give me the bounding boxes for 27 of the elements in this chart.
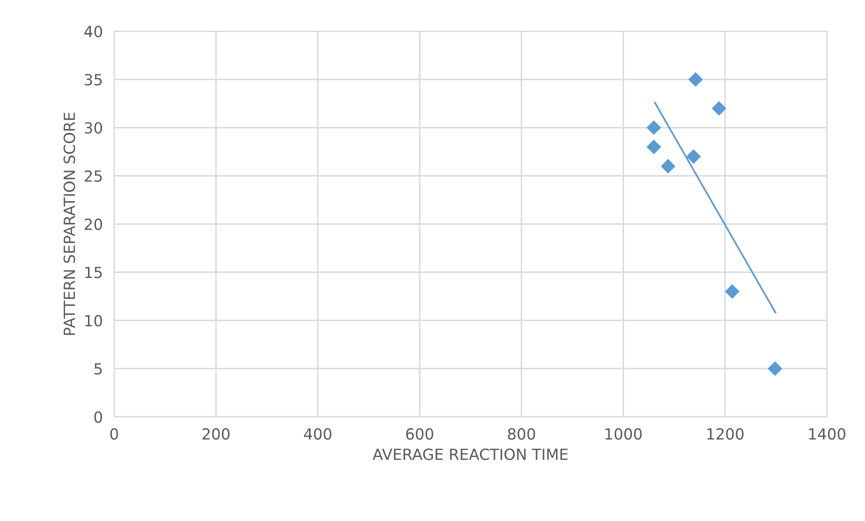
- y-tick-label: 30: [84, 122, 102, 134]
- x-tick-label: 600: [406, 428, 434, 440]
- point: [686, 149, 701, 164]
- x-tick-label: 1000: [606, 428, 642, 440]
- x-axis-title: AVERAGE REACTION TIME: [372, 448, 568, 460]
- point: [646, 140, 662, 154]
- point: [646, 120, 662, 135]
- x-tick-label: 800: [508, 428, 536, 440]
- x-tick-label: 0: [110, 428, 118, 440]
- point: [768, 361, 782, 376]
- y-tick-label: 35: [84, 74, 102, 86]
- point: [724, 284, 740, 299]
- x-tick-label: 200: [202, 428, 230, 440]
- y-tick-label: 10: [85, 314, 102, 326]
- y-tick-label: 25: [84, 170, 102, 182]
- y-tick-label: 0: [94, 411, 102, 423]
- x-tick-label: 400: [304, 428, 332, 440]
- y-tick-label: 5: [94, 363, 102, 375]
- y-tick-label: 20: [84, 218, 102, 230]
- x-tick-label: 1400: [809, 428, 846, 440]
- point: [688, 72, 703, 87]
- x-tick-label: 1200: [707, 428, 744, 440]
- y-tick-label: 40: [84, 26, 102, 38]
- point: [660, 158, 676, 174]
- y-axis-title: PATTERN SEPARATION SCORE: [64, 112, 76, 335]
- y-tick-label: 15: [85, 266, 102, 278]
- point: [712, 101, 726, 116]
